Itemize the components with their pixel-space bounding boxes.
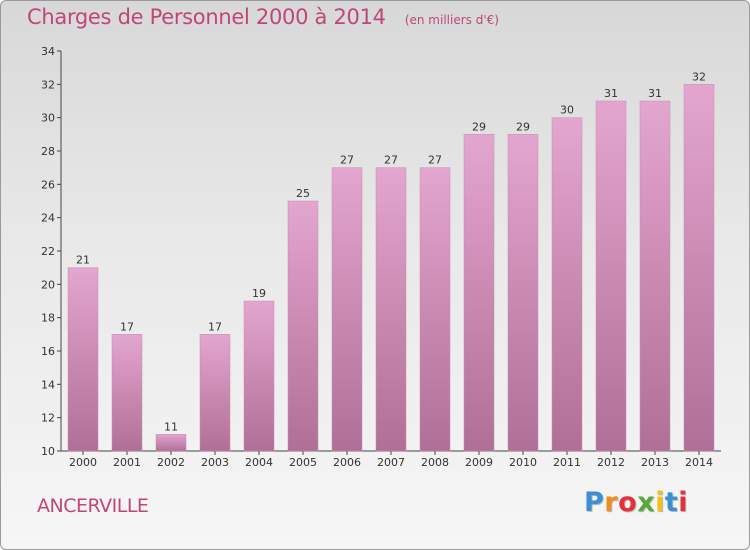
x-tick-label: 2009 — [465, 456, 493, 469]
y-tick-label: 18 — [41, 312, 55, 325]
bar-2000 — [67, 267, 99, 452]
brand-letter: P — [584, 487, 605, 518]
y-tick-label: 28 — [41, 145, 55, 158]
y-tick-label: 12 — [41, 412, 55, 425]
y-tick-label: 22 — [41, 245, 55, 258]
x-tick-label: 2000 — [69, 456, 97, 469]
chart-subtitle: (en milliers d'€) — [404, 13, 499, 27]
data-label: 29 — [472, 120, 486, 133]
brand-letter: o — [618, 487, 638, 518]
data-label: 25 — [296, 187, 310, 200]
bars — [67, 84, 715, 452]
data-label: 32 — [692, 70, 706, 83]
bar-2001 — [111, 334, 143, 452]
x-tick-label: 2014 — [685, 456, 713, 469]
data-label: 31 — [648, 87, 662, 100]
bar-2012 — [595, 100, 627, 452]
x-tick-label: 2004 — [245, 456, 273, 469]
y-tick-label: 14 — [41, 378, 55, 391]
data-label: 17 — [120, 320, 134, 333]
bar-2010 — [507, 134, 539, 452]
y-tick-label: 20 — [41, 278, 55, 291]
y-tick-label: 10 — [41, 445, 55, 458]
y-tick-label: 34 — [41, 45, 55, 58]
y-tick-label: 32 — [41, 78, 55, 91]
x-tick-label: 2006 — [333, 456, 361, 469]
brand-letter: i — [655, 487, 665, 518]
brand-letter: t — [664, 487, 679, 518]
bar-2014 — [683, 84, 715, 452]
brand-letter: x — [637, 487, 656, 518]
bar-2006 — [331, 167, 363, 452]
data-labels: 21 17 11 17 19 25 27 27 27 29 29 30 31 31 32 — [76, 70, 706, 433]
x-tick-label: 2007 — [377, 456, 405, 469]
bar-2008 — [419, 167, 451, 452]
data-label: 27 — [340, 154, 354, 167]
bar-2003 — [199, 334, 231, 452]
bar-2011 — [551, 117, 583, 452]
brand-letter: r — [604, 487, 619, 518]
bar-2005 — [287, 200, 319, 452]
y-tick-label: 16 — [41, 345, 55, 358]
data-label: 27 — [384, 154, 398, 167]
x-tick-label: 2011 — [553, 456, 581, 469]
chart-title: Charges de Personnel 2000 à 2014 — [27, 5, 386, 29]
brand-logo[interactable]: Proxiti — [584, 487, 688, 518]
bar-2007 — [375, 167, 407, 452]
data-label: 19 — [252, 287, 266, 300]
x-tick-label: 2013 — [641, 456, 669, 469]
data-label: 11 — [164, 420, 178, 433]
data-label: 17 — [208, 320, 222, 333]
axes: 10 12 14 16 18 20 22 24 26 28 30 32 34 2000 2001 2002 20… — [41, 45, 721, 469]
data-label: 31 — [604, 87, 618, 100]
x-tick-label: 2008 — [421, 456, 449, 469]
data-label: 30 — [560, 104, 574, 117]
city-name: ANCERVILLE — [37, 495, 149, 517]
bar-2004 — [243, 300, 275, 452]
y-tick-label: 24 — [41, 212, 55, 225]
y-tick-label: 30 — [41, 112, 55, 125]
data-label: 29 — [516, 120, 530, 133]
title-row: Charges de Personnel 2000 à 2014 (en mil… — [27, 5, 499, 29]
data-label: 21 — [76, 254, 90, 267]
y-tick-label: 26 — [41, 178, 55, 191]
bar-2009 — [463, 134, 495, 452]
bar-2013 — [639, 100, 671, 452]
brand-letter: i — [678, 487, 689, 518]
x-tick-label: 2012 — [597, 456, 625, 469]
x-tick-label: 2001 — [113, 456, 141, 469]
x-tick-label: 2005 — [289, 456, 317, 469]
x-tick-label: 2002 — [157, 456, 185, 469]
data-label: 27 — [428, 154, 442, 167]
x-tick-label: 2003 — [201, 456, 229, 469]
x-tick-label: 2010 — [509, 456, 537, 469]
bar-2002 — [155, 434, 187, 452]
